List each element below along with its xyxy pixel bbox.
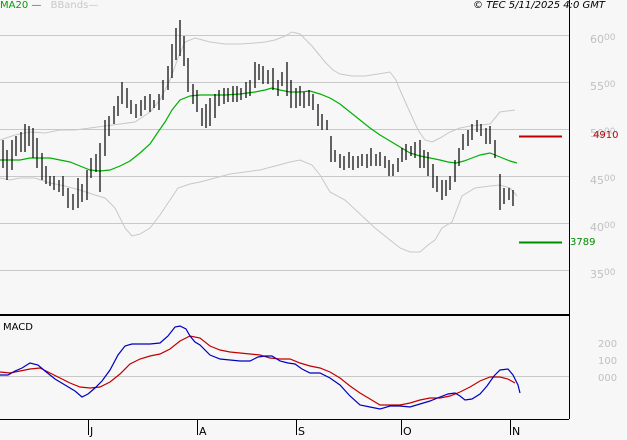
macd-axis-label-000: 000 [598, 373, 618, 384]
legend-ma20: MA20 [0, 0, 29, 11]
price-axis-label-main: 45 [590, 174, 604, 187]
copyright-timestamp: © TEC 5/11/2025 4:0 GMT [473, 0, 605, 11]
macd-signal-line [0, 335, 516, 406]
price-axis-label-4500: 4500 [590, 174, 626, 187]
x-axis-label-nov: N [512, 425, 521, 438]
resistance-label: 4910 [593, 130, 619, 141]
price-axis-label-3500: 3500 [590, 268, 626, 281]
x-axis-label-sep: S [298, 425, 305, 438]
macd-title: MACD [3, 322, 33, 333]
price-axis-label-sup: 00 [604, 80, 616, 90]
legend-bbands: BBands [50, 0, 89, 11]
price-gridlines [0, 35, 569, 271]
legend-ma20-swatch: — [28, 0, 42, 11]
price-axis-label-6000: 6000 [590, 33, 626, 46]
price-axis-label-main: 60 [590, 33, 604, 46]
price-axis-label-sup: 00 [604, 33, 616, 43]
price-axis-label-main: 35 [590, 268, 604, 281]
x-axis-label-aug: A [199, 425, 207, 438]
bollinger-bands [0, 31, 518, 253]
price-axis-label-5000: 5000 [590, 127, 626, 140]
ma20-line [0, 87, 518, 172]
price-axis-label-main: 40 [590, 221, 604, 234]
macd-line [0, 325, 521, 410]
x-axis-label-jul: J [90, 425, 94, 438]
price-axis-label-5500: 5500 [590, 80, 626, 93]
price-axis-label-4000: 4000 [590, 221, 626, 234]
price-axis-label-main: 55 [590, 80, 604, 93]
support-label: 3789 [570, 237, 596, 248]
price-axis-label-sup: 00 [604, 268, 616, 278]
macd-axis-label-200: 200 [598, 339, 618, 350]
legend-bbands-swatch: — [88, 0, 99, 11]
price-axis-label-sup: 00 [604, 174, 616, 184]
price-axis-label-main: 50 [590, 127, 604, 140]
price-axis-label-sup: 00 [604, 221, 616, 231]
chart-legend: MA20 — BBands— [0, 0, 98, 12]
price-axis-label-sup: 00 [604, 127, 616, 137]
macd-axis-label-100: 100 [598, 356, 618, 367]
ohlc-bars [2, 20, 514, 210]
x-axis-label-oct: O [403, 425, 412, 438]
